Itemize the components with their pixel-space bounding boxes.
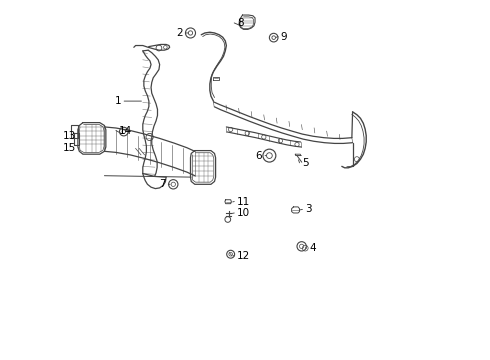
Text: 13: 13 xyxy=(63,131,76,141)
Text: 9: 9 xyxy=(281,32,288,41)
Text: 10: 10 xyxy=(237,208,250,218)
Text: 5: 5 xyxy=(302,158,309,168)
Text: 2: 2 xyxy=(177,28,183,38)
Text: 1: 1 xyxy=(115,96,122,106)
Text: 6: 6 xyxy=(256,150,262,161)
Text: 4: 4 xyxy=(310,243,316,253)
Text: 3: 3 xyxy=(305,204,312,215)
Text: 15: 15 xyxy=(63,143,76,153)
Text: 12: 12 xyxy=(237,251,250,261)
Text: 14: 14 xyxy=(119,126,132,135)
Text: 11: 11 xyxy=(237,197,250,207)
Text: 8: 8 xyxy=(237,18,244,28)
Text: 7: 7 xyxy=(159,179,166,189)
